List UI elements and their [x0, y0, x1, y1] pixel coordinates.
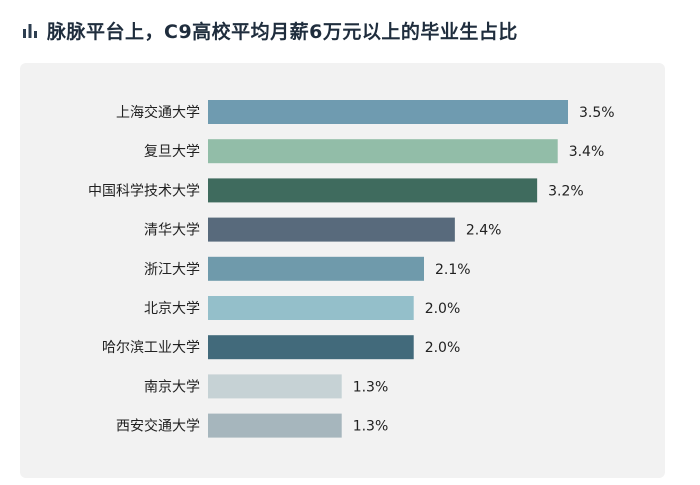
value-label: 3.2%	[548, 183, 584, 199]
category-label: 清华大学	[144, 223, 200, 239]
category-label: 西安交通大学	[116, 418, 200, 435]
value-label: 2.0%	[425, 340, 461, 356]
bar	[208, 217, 455, 242]
bar	[208, 335, 414, 360]
bar	[208, 296, 414, 320]
value-label: 3.4%	[569, 144, 605, 160]
value-label: 1.3%	[353, 379, 389, 395]
category-label: 上海交通大学	[116, 104, 200, 121]
bar	[208, 100, 568, 124]
chart-panel: 上海交通大学 3.5% 复旦大学 3.4% 中国科学技术大学 3.2% 清华大学 2.4% 浙江…	[20, 63, 665, 478]
category-label: 中国科学技术大学	[88, 183, 200, 199]
chart-title: 脉脉平台上，C9高校平均月薪6万元以上的毕业生占比	[47, 20, 518, 43]
bar	[208, 139, 558, 164]
value-label: 1.3%	[353, 419, 389, 435]
category-label: 浙江大学	[144, 262, 200, 278]
category-label: 南京大学	[144, 379, 200, 395]
bar	[208, 374, 342, 399]
chart-header: 脉脉平台上，C9高校平均月薪6万元以上的毕业生占比	[22, 14, 518, 46]
bar	[208, 413, 342, 438]
value-label: 2.4%	[466, 223, 502, 239]
category-label: 复旦大学	[144, 143, 200, 160]
bar-chart: 上海交通大学 3.5% 复旦大学 3.4% 中国科学技术大学 3.2% 清华大学 2.4% 浙江…	[88, 100, 615, 438]
category-label: 哈尔滨工业大学	[102, 340, 200, 356]
bar-chart-icon	[23, 24, 37, 38]
bar	[208, 256, 424, 281]
value-label: 2.1%	[435, 262, 471, 278]
value-label: 2.0%	[425, 301, 461, 317]
value-label: 3.5%	[579, 105, 615, 121]
category-label: 北京大学	[144, 301, 200, 317]
bar	[208, 178, 538, 203]
